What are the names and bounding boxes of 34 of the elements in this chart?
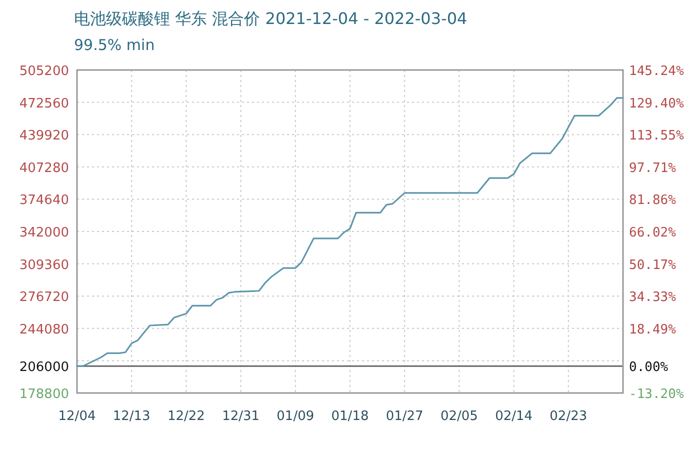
y2-tick-label: 113.55%	[629, 128, 684, 144]
y-tick-label: 374640	[19, 193, 69, 208]
y-tick-label: 342000	[19, 226, 69, 240]
y-tick-label: 472560	[19, 96, 69, 112]
x-tick-label: 12/04	[58, 409, 96, 424]
ref-line-label: 206000	[19, 360, 69, 376]
y-tick-label: 407280	[19, 160, 69, 176]
x-tick-label: 01/09	[276, 409, 314, 424]
y-tick-label: 244080	[19, 322, 69, 338]
x-tick-label: 02/05	[440, 409, 478, 424]
y2-tick-label: 18.49%	[629, 322, 676, 338]
y-tick-label: 439920	[19, 128, 69, 144]
x-tick-label: 02/23	[550, 409, 588, 424]
y2-tick-label: -13.20%	[629, 387, 684, 402]
y2-tick-label: 66.02%	[629, 226, 676, 240]
x-tick-label: 01/27	[386, 409, 424, 424]
y2-tick-label: 50.17%	[629, 258, 676, 273]
y-tick-label: 276720	[19, 290, 69, 306]
y-tick-label: 309360	[19, 258, 69, 273]
chart-subtitle: 99.5% min	[74, 36, 155, 54]
y-tick-label: 178800	[19, 387, 69, 402]
y2-tick-label: 97.71%	[629, 160, 676, 176]
chart-title: 电池级碳酸锂 华东 混合价 2021-12-04 - 2022-03-04	[74, 9, 468, 28]
y2-tick-label: 34.33%	[629, 290, 676, 306]
y2-tick-label: 81.86%	[629, 193, 676, 208]
y2-tick-label: 129.40%	[629, 96, 684, 112]
y2-tick-label: 145.24%	[629, 64, 684, 79]
x-tick-label: 02/14	[495, 409, 533, 424]
x-tick-label: 12/22	[167, 409, 205, 424]
y2-tick-label: 0.00%	[629, 360, 668, 376]
x-tick-label: 01/18	[331, 409, 369, 424]
x-tick-label: 12/13	[112, 409, 150, 424]
y-tick-label: 505200	[19, 64, 69, 79]
x-tick-label: 12/31	[222, 409, 260, 424]
